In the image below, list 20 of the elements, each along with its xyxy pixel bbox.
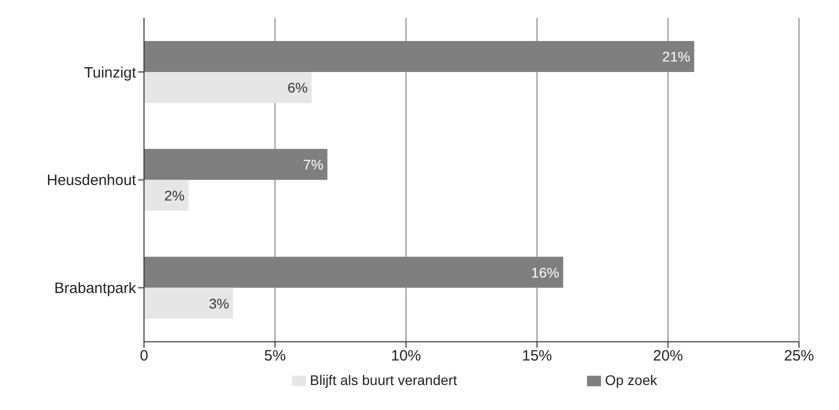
- x-tick-label: 25%: [784, 347, 814, 364]
- bar: [144, 72, 312, 103]
- bar: [144, 288, 234, 319]
- y-tick-label: Heusdenhout: [46, 172, 137, 190]
- y-tick-label: Brabantpark: [54, 280, 136, 298]
- data-label: 7%: [303, 156, 324, 172]
- data-label: 6%: [287, 80, 308, 96]
- x-tick-label: 10%: [390, 347, 422, 364]
- y-tick-label: Tuinzigt: [84, 64, 137, 82]
- x-tick-label: 0: [140, 347, 148, 364]
- bar: [144, 180, 189, 211]
- x-tick-label: 15%: [522, 347, 552, 364]
- x-tick-label: 20%: [652, 347, 684, 364]
- data-label: 16%: [531, 264, 560, 280]
- legend-label: Op zoek: [604, 372, 658, 388]
- x-tick-label: 5%: [264, 347, 286, 364]
- data-label: 3%: [208, 295, 230, 312]
- data-label: 21%: [662, 48, 690, 64]
- legend-label: Blijft als buurt verandert: [310, 372, 457, 388]
- data-label: 2%: [164, 187, 185, 204]
